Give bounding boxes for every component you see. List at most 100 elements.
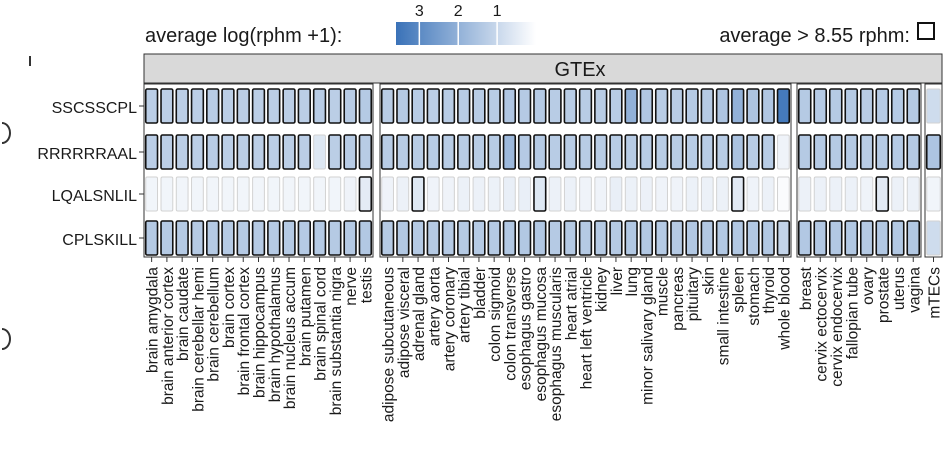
heatmap-cell — [563, 134, 577, 170]
heatmap-cell — [221, 88, 235, 124]
heatmap-cell — [206, 220, 220, 256]
heatmap-cell — [731, 176, 745, 212]
heatmap-cell — [144, 88, 159, 124]
heatmap-cell — [654, 220, 669, 256]
edge-paren-fragment — [1, 122, 11, 144]
heatmap-cell — [844, 220, 859, 256]
heatmap-cell — [548, 176, 562, 212]
heatmap-cell — [746, 220, 760, 256]
heatmap-cell — [844, 88, 859, 124]
heatmap-cell — [715, 88, 730, 124]
heatmap-cell — [654, 88, 669, 124]
heatmap-cell — [563, 220, 577, 256]
heatmap-cell — [502, 134, 517, 170]
heatmap-cell — [890, 220, 905, 256]
column-label: pancreas — [670, 267, 687, 331]
heatmap-cell — [670, 134, 684, 170]
column-label: small intestine — [716, 267, 733, 365]
heatmap-cell — [594, 88, 608, 124]
heatmap-cell — [175, 176, 189, 212]
heatmap-cell — [746, 134, 760, 170]
column-label: testis — [358, 267, 375, 303]
column-label: breast — [798, 266, 815, 310]
heatmap-cell — [813, 176, 827, 212]
heatmap-cell — [670, 88, 684, 124]
heatmap-cell — [267, 220, 281, 256]
heatmap-cell — [797, 88, 812, 124]
heatmap-cell — [380, 220, 395, 256]
heatmap-cell — [609, 220, 623, 256]
heatmap-cell — [578, 134, 593, 170]
heatmap-cell — [654, 134, 669, 170]
heatmap-cell — [160, 88, 174, 124]
column-label: heart atrial — [563, 267, 580, 340]
heatmap-cell — [859, 134, 874, 170]
heatmap-cell — [776, 220, 791, 256]
heatmap-cell — [267, 134, 281, 170]
row-label: LQALSNLIL — [52, 188, 137, 205]
heatmap-cell — [813, 88, 828, 124]
heatmap-cell — [396, 176, 410, 212]
column-label: brain anterior cortex — [160, 267, 177, 405]
heatmap-cell — [700, 134, 714, 170]
heatmap-cell — [297, 176, 311, 212]
heatmap-cell — [890, 88, 905, 124]
heatmap-cell — [457, 88, 471, 124]
heatmap-cell — [906, 88, 921, 124]
heatmap-cell — [160, 220, 174, 256]
column-label: artery coronary — [442, 267, 459, 371]
color-legend-tick: 2 — [454, 3, 463, 20]
heatmap-cell — [457, 176, 471, 212]
heatmap-cell — [700, 220, 714, 256]
heatmap-cell — [144, 220, 159, 256]
heatmap-cell — [312, 220, 327, 256]
column-label: brain hypothalamus — [267, 267, 284, 403]
column-label: brain cerebellum — [206, 267, 223, 382]
heatmap-cell — [563, 88, 577, 124]
heatmap-cell — [457, 220, 471, 256]
color-legend-tick: 1 — [493, 3, 502, 20]
heatmap-cell — [548, 88, 562, 124]
heatmap-cell — [828, 88, 843, 124]
column-label: adipose visceral — [396, 267, 413, 378]
heatmap-cell — [548, 134, 562, 170]
heatmap-cell — [700, 176, 714, 212]
heatmap-cell — [715, 134, 730, 170]
heatmap-cell — [190, 134, 205, 170]
heatmap-cell — [328, 176, 342, 212]
heatmap-cell — [670, 220, 684, 256]
heatmap-panel — [924, 83, 943, 258]
heatmap-cell — [396, 220, 410, 256]
edge-paren-fragment — [1, 328, 11, 350]
heatmap-cell — [518, 176, 531, 212]
column-label: colon transverse — [502, 267, 519, 381]
column-label: colon sigmoid — [487, 267, 504, 362]
heatmap-cell — [609, 88, 623, 124]
heatmap-panels — [143, 83, 943, 258]
heatmap-cell — [426, 134, 440, 170]
heatmap-cell — [875, 220, 890, 256]
column-label: vagina — [906, 267, 923, 313]
row-labels: SSCSSCPL RRRRRRAAL LQALSNLIL CPLSKILL — [37, 100, 144, 249]
heatmap-panel — [796, 83, 922, 258]
heatmap-cell — [145, 176, 159, 212]
heatmap-cell — [487, 176, 501, 212]
heatmap-cell — [776, 88, 791, 124]
row-label: SSCSSCPL — [52, 100, 137, 117]
heatmap-cell — [441, 134, 456, 170]
heatmap-cell — [609, 176, 623, 212]
heatmap-cell — [175, 134, 189, 170]
column-label: fallopian tube — [844, 267, 861, 359]
heatmap-cell — [829, 176, 843, 212]
heatmap-cell — [457, 134, 471, 170]
heatmap-cell — [640, 176, 653, 212]
color-legend-bar — [396, 22, 536, 45]
column-label: spleen — [731, 267, 748, 313]
heatmap-cell — [578, 220, 593, 256]
heatmap-cell — [906, 220, 921, 256]
heatmap-cell — [731, 134, 745, 170]
heatmap-cell — [251, 134, 266, 170]
column-label: brain cerebellar hemi — [190, 267, 207, 412]
heatmap-cell — [715, 220, 730, 256]
